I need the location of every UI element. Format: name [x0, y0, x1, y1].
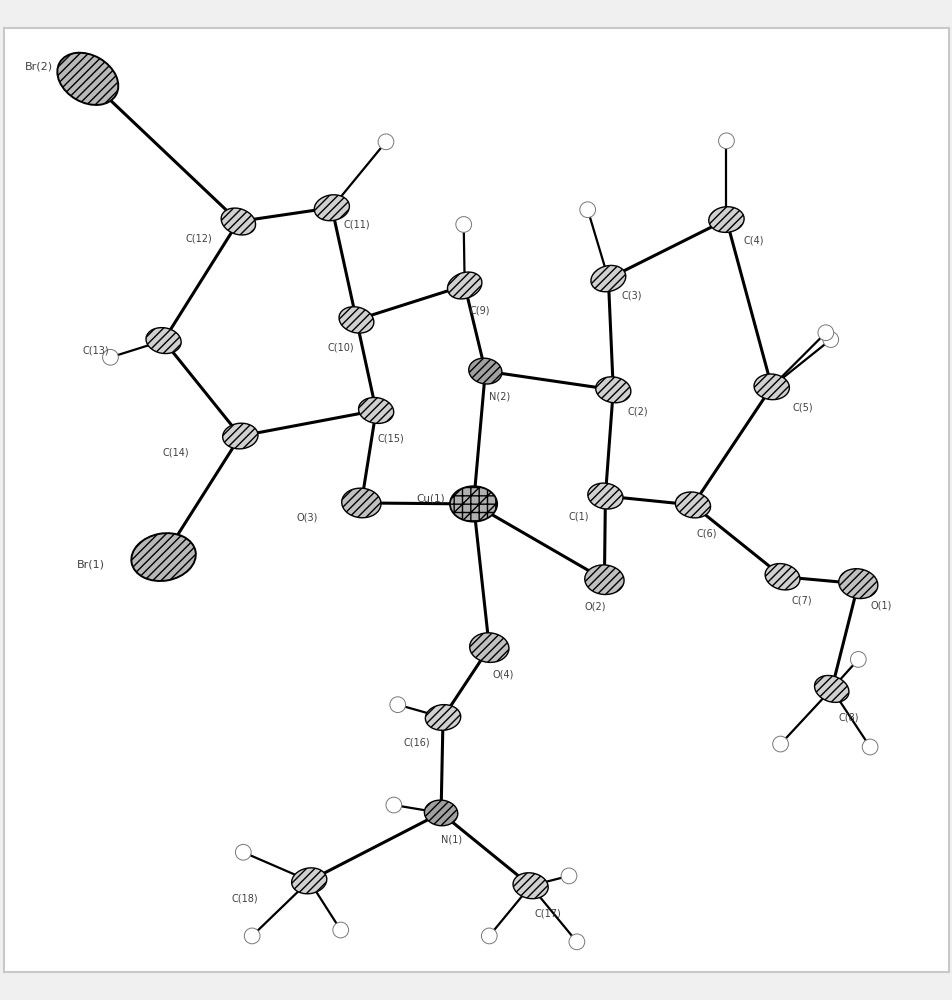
Text: C(1): C(1): [568, 512, 588, 522]
Circle shape: [235, 844, 251, 860]
Ellipse shape: [595, 377, 630, 403]
Ellipse shape: [512, 873, 547, 899]
Text: C(15): C(15): [377, 433, 404, 443]
Circle shape: [389, 697, 406, 713]
Text: C(4): C(4): [743, 235, 764, 245]
Circle shape: [817, 325, 833, 341]
Ellipse shape: [424, 800, 457, 826]
Text: C(11): C(11): [343, 219, 369, 229]
Ellipse shape: [708, 207, 744, 232]
Ellipse shape: [358, 397, 393, 423]
Text: O(3): O(3): [296, 513, 318, 523]
Text: C(13): C(13): [82, 345, 109, 355]
Ellipse shape: [342, 488, 381, 518]
Ellipse shape: [587, 483, 623, 509]
Text: C(12): C(12): [186, 233, 212, 243]
Ellipse shape: [675, 492, 710, 518]
Text: C(17): C(17): [534, 908, 561, 918]
Circle shape: [579, 202, 595, 218]
Circle shape: [862, 739, 877, 755]
Ellipse shape: [131, 533, 195, 581]
Ellipse shape: [314, 195, 349, 221]
Text: N(1): N(1): [441, 834, 462, 844]
Text: C(5): C(5): [792, 403, 813, 413]
Text: Cu(1): Cu(1): [415, 493, 444, 503]
Circle shape: [849, 652, 865, 667]
Text: N(2): N(2): [488, 392, 509, 402]
Circle shape: [822, 332, 838, 347]
Ellipse shape: [764, 564, 799, 590]
Text: C(2): C(2): [627, 406, 647, 416]
Circle shape: [386, 797, 402, 813]
Circle shape: [103, 349, 118, 365]
Ellipse shape: [469, 633, 508, 662]
Ellipse shape: [590, 265, 625, 292]
Circle shape: [481, 928, 497, 944]
Ellipse shape: [291, 868, 327, 894]
Ellipse shape: [221, 208, 255, 235]
Ellipse shape: [339, 307, 373, 333]
Ellipse shape: [838, 569, 877, 599]
Text: C(3): C(3): [621, 290, 642, 300]
Ellipse shape: [57, 53, 118, 105]
Circle shape: [332, 922, 348, 938]
Ellipse shape: [468, 358, 502, 384]
Text: C(16): C(16): [403, 737, 429, 747]
Circle shape: [561, 868, 576, 884]
Ellipse shape: [814, 675, 848, 702]
Text: C(18): C(18): [231, 894, 258, 904]
Text: C(8): C(8): [838, 712, 858, 722]
Ellipse shape: [585, 565, 624, 595]
Ellipse shape: [449, 486, 497, 522]
Ellipse shape: [753, 374, 788, 400]
Circle shape: [455, 217, 471, 232]
Text: C(10): C(10): [327, 342, 353, 352]
Text: C(7): C(7): [791, 595, 812, 605]
Circle shape: [378, 134, 393, 150]
Ellipse shape: [223, 423, 258, 449]
Circle shape: [568, 934, 585, 950]
Text: C(9): C(9): [468, 305, 489, 315]
Circle shape: [772, 736, 787, 752]
Ellipse shape: [447, 272, 482, 299]
Ellipse shape: [146, 328, 181, 354]
Text: Br(2): Br(2): [25, 61, 52, 71]
Ellipse shape: [425, 705, 460, 730]
Text: C(14): C(14): [162, 448, 188, 458]
Text: Br(1): Br(1): [77, 560, 105, 570]
Text: O(2): O(2): [585, 601, 605, 611]
Text: O(1): O(1): [869, 600, 891, 610]
Circle shape: [244, 928, 260, 944]
Text: O(4): O(4): [492, 669, 513, 679]
Circle shape: [718, 133, 734, 149]
Text: C(6): C(6): [696, 528, 716, 538]
